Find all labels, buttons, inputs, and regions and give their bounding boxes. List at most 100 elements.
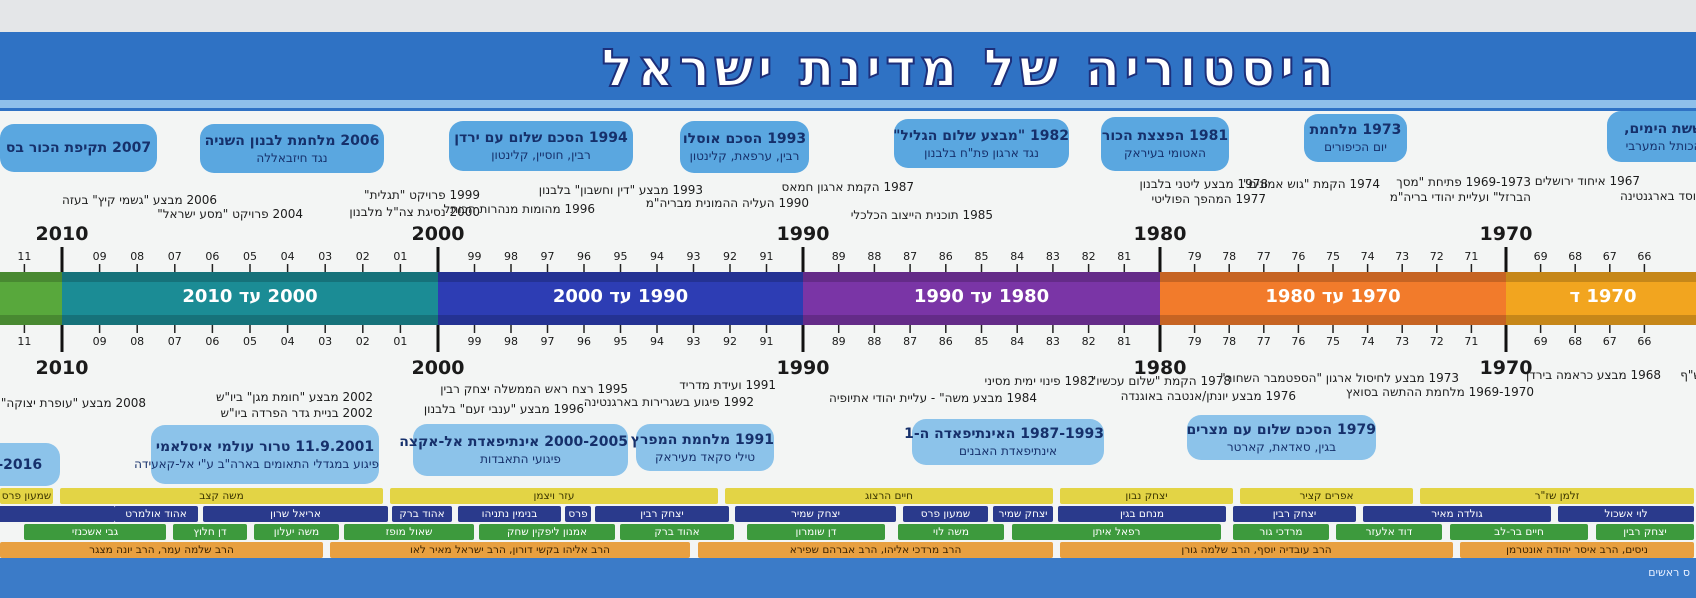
leader-bar: גולדה מאיר [1363, 506, 1551, 522]
year-label: 77 [1257, 335, 1271, 348]
leader-bar: חיים בר-לב [1450, 524, 1588, 540]
event-text: 1990 העליה ההמונית מבריה"מ [645, 196, 809, 210]
callout-subtitle: נגד חיזבאללה [256, 150, 328, 165]
period-band-shade [803, 272, 1160, 282]
year-label: 94 [650, 250, 664, 263]
event-text: 1973 מבצע לחיסול ארגון "הספטמבר השחור" [1220, 371, 1459, 385]
event-text: 1991 ועידת מדריד [679, 378, 776, 392]
callout-subtitle: רבין, ערפאת, קלינטון [689, 149, 800, 163]
callout-subtitle: פיגוע במגדלי התאומים בארה"ב ע"י אל-קאעיד… [134, 456, 379, 471]
year-label: 96 [577, 335, 591, 348]
year-label: 83 [1046, 335, 1060, 348]
year-label: 05 [243, 250, 257, 263]
callout: 1979 הסכם שלום עם מצרים בגין, סאדאת, קארט… [1186, 415, 1376, 460]
leader-bar: ניסים, הרב איסר יהודה אונטרמן [1460, 542, 1694, 558]
callout: 15-2016 [0, 443, 60, 486]
event-text: 1969-1973 פתיחת "מסך [1396, 175, 1531, 189]
year-label: 02 [356, 250, 370, 263]
year-label: 66 [1637, 335, 1651, 348]
year-label: 72 [1430, 250, 1444, 263]
leader-bar: הרב עובדיה יוסף, הרב שלמה גורן [1060, 542, 1453, 558]
year-label: 89 [832, 250, 846, 263]
year-label: 11 [17, 335, 31, 348]
top-margin [0, 0, 1696, 32]
leader-bar: יצחק שמיר [735, 506, 896, 522]
year-label: 97 [541, 250, 555, 263]
year-label: 86 [939, 335, 953, 348]
year-label: 03 [318, 335, 332, 348]
year-label: 91 [760, 335, 774, 348]
year-label: 06 [205, 335, 219, 348]
year-label: 01 [393, 335, 407, 348]
event-text: 1977 המהפך הפוליטי [1151, 192, 1266, 206]
decade-label: 1980 [1134, 357, 1187, 379]
decade-label: 1970 [1480, 357, 1533, 379]
year-label: 99 [468, 335, 482, 348]
year-label: 81 [1117, 250, 1131, 263]
year-label: 86 [939, 250, 953, 263]
year-label: 99 [468, 250, 482, 263]
callout-title: 2007 תקיפת הכור בס [5, 140, 152, 156]
event-text: 1978 מבצע ליטני בלבנון [1139, 177, 1268, 191]
decade-label: 2000 [412, 357, 465, 379]
leader-bar: יצחק רבין [595, 506, 729, 522]
year-label: 07 [168, 250, 182, 263]
year-label: 68 [1568, 250, 1582, 263]
content-area [0, 108, 1696, 562]
period-band-shade [0, 272, 62, 282]
callout-subtitle: נגד ארגון פת"ח בלבנון [924, 145, 1039, 160]
leader-bar: אהוד ברק [620, 524, 734, 540]
year-label: 84 [1010, 335, 1024, 348]
callout: 1973 מלחמת יום הכיפורים [1304, 114, 1407, 162]
callout-subtitle: הכותל המערבי [1625, 138, 1696, 153]
year-label: 77 [1257, 250, 1271, 263]
callout-title: 2000-2005 אינתיפאדת אל-אקצה [399, 434, 628, 450]
callout-title: 11.9.2001 טרור עולמי איסלאמי [155, 438, 375, 455]
year-label: 81 [1117, 335, 1131, 348]
period-label: 1990 עד 2000 [552, 286, 689, 307]
year-label: 93 [687, 250, 701, 263]
callout-title: 1973 מלחמת [1309, 122, 1402, 138]
callout-title: 2006 מלחמת לבנון השניה [204, 132, 380, 149]
year-label: 97 [541, 335, 555, 348]
year-label: 71 [1464, 250, 1478, 263]
period-band [1506, 272, 1696, 325]
callout: 1982 "מבצע שלום הגליל" נגד ארגון פת"ח בלב… [893, 119, 1069, 168]
callout: 1991 מלחמת המפרץ טילי סקאד מעיראק [631, 424, 774, 471]
period-band [1160, 272, 1506, 325]
leader-bar: יצחק רבין [1596, 524, 1694, 540]
leader-bar: בנימין נתניהו [458, 506, 561, 522]
year-label: 02 [356, 335, 370, 348]
year-label: 84 [1010, 250, 1024, 263]
year-label: 92 [723, 335, 737, 348]
year-label: 95 [614, 250, 628, 263]
leader-bar: משה יעלון [254, 524, 339, 540]
content-border [0, 108, 1696, 111]
year-label: 11 [17, 250, 31, 263]
poster-title: היסטוריה של מדינת ישראל [600, 38, 1339, 100]
event-text: 1987 הקמת ארגון חמאס [781, 180, 914, 194]
period-band [0, 272, 62, 325]
year-label: 72 [1430, 335, 1444, 348]
decade-label: 2000 [412, 223, 465, 245]
leader-bar: יצחק נבון [1060, 488, 1233, 504]
year-label: 68 [1568, 335, 1582, 348]
period-label: 1970 עד 1980 [1265, 286, 1401, 307]
year-label: 88 [867, 335, 881, 348]
leader-bar: אמנון ליפקין שחק [479, 524, 615, 540]
year-label: 87 [903, 335, 917, 348]
callout-subtitle: בגין, סאדאת, קארטר [1226, 439, 1337, 454]
event-text: 1999 פרויקט "תגלית" [364, 188, 480, 202]
year-label: 71 [1464, 335, 1478, 348]
callout: 1993 הסכם אוסלו רבין, ערפאת, קלינטון [680, 121, 809, 173]
timeline: 11 11 2010 2010 09 09 08 08 07 07 06 06 05 05 04 04 03 03… [0, 223, 1696, 379]
callout-title: 1982 "מבצע שלום הגליל" [893, 127, 1069, 144]
year-label: 78 [1222, 335, 1236, 348]
callout-subtitle: יום הכיפורים [1324, 140, 1387, 154]
callout-title: 1987-1993 האינתיפאדה ה-1 [904, 426, 1104, 442]
decade-label: 1990 [777, 357, 830, 379]
year-label: 08 [130, 335, 144, 348]
year-label: 67 [1603, 250, 1617, 263]
leader-bar: שמעון פרס [903, 506, 988, 522]
